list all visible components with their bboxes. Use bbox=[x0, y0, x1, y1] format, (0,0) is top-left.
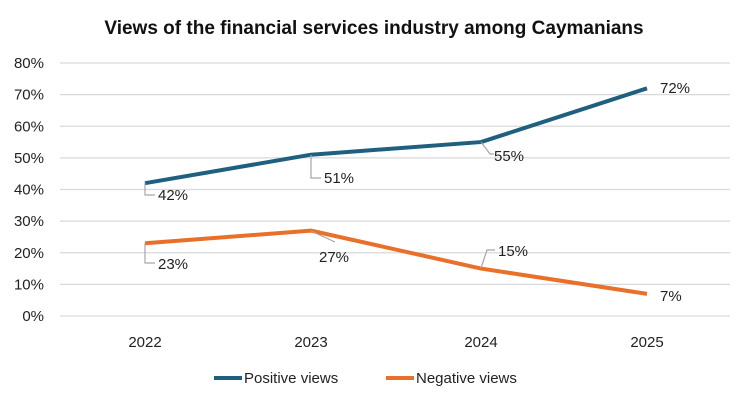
legend: Positive views Negative views bbox=[214, 370, 517, 387]
leader-line bbox=[144, 183, 155, 196]
data-label: 27% bbox=[319, 249, 349, 266]
leader-line bbox=[480, 141, 494, 155]
x-tick-label: 2023 bbox=[294, 334, 327, 351]
leader-line bbox=[480, 249, 495, 269]
legend-label: Positive views bbox=[244, 370, 338, 387]
leader-line bbox=[310, 155, 321, 179]
y-tick-label: 0% bbox=[22, 308, 44, 325]
leader-line bbox=[310, 230, 336, 243]
data-labels: 42% 51% 55% 72% 23% 27% 15% 7% bbox=[144, 80, 690, 305]
series-lines bbox=[144, 86, 648, 296]
leader-line bbox=[144, 243, 155, 264]
chart-title: Views of the financial services industry… bbox=[104, 18, 643, 39]
x-tick-label: 2025 bbox=[630, 334, 663, 351]
x-tick-label: 2022 bbox=[128, 334, 161, 351]
y-tick-label: 20% bbox=[14, 245, 44, 262]
y-tick-label: 30% bbox=[14, 213, 44, 230]
data-label: 23% bbox=[158, 256, 188, 273]
y-tick-label: 80% bbox=[14, 55, 44, 72]
y-tick-label: 40% bbox=[14, 182, 44, 199]
y-tick-label: 60% bbox=[14, 118, 44, 135]
y-tick-label: 70% bbox=[14, 87, 44, 104]
data-label: 55% bbox=[494, 148, 524, 165]
x-tick-label: 2024 bbox=[464, 334, 497, 351]
series-line-positive-views bbox=[144, 86, 648, 186]
y-tick-label: 50% bbox=[14, 150, 44, 167]
x-axis-ticks: 2022 2023 2024 2025 bbox=[128, 334, 663, 351]
data-label: 72% bbox=[660, 80, 690, 97]
gridlines bbox=[60, 62, 730, 317]
y-tick-label: 10% bbox=[14, 276, 44, 293]
y-axis-ticks: 0% 10% 20% 30% 40% 50% 60% 70% 80% bbox=[14, 55, 44, 325]
series-line-negative-views bbox=[144, 228, 648, 296]
data-label: 7% bbox=[660, 288, 682, 305]
legend-label: Negative views bbox=[416, 370, 517, 387]
data-label: 15% bbox=[498, 243, 528, 260]
data-label: 42% bbox=[158, 187, 188, 204]
data-label: 51% bbox=[324, 170, 354, 187]
